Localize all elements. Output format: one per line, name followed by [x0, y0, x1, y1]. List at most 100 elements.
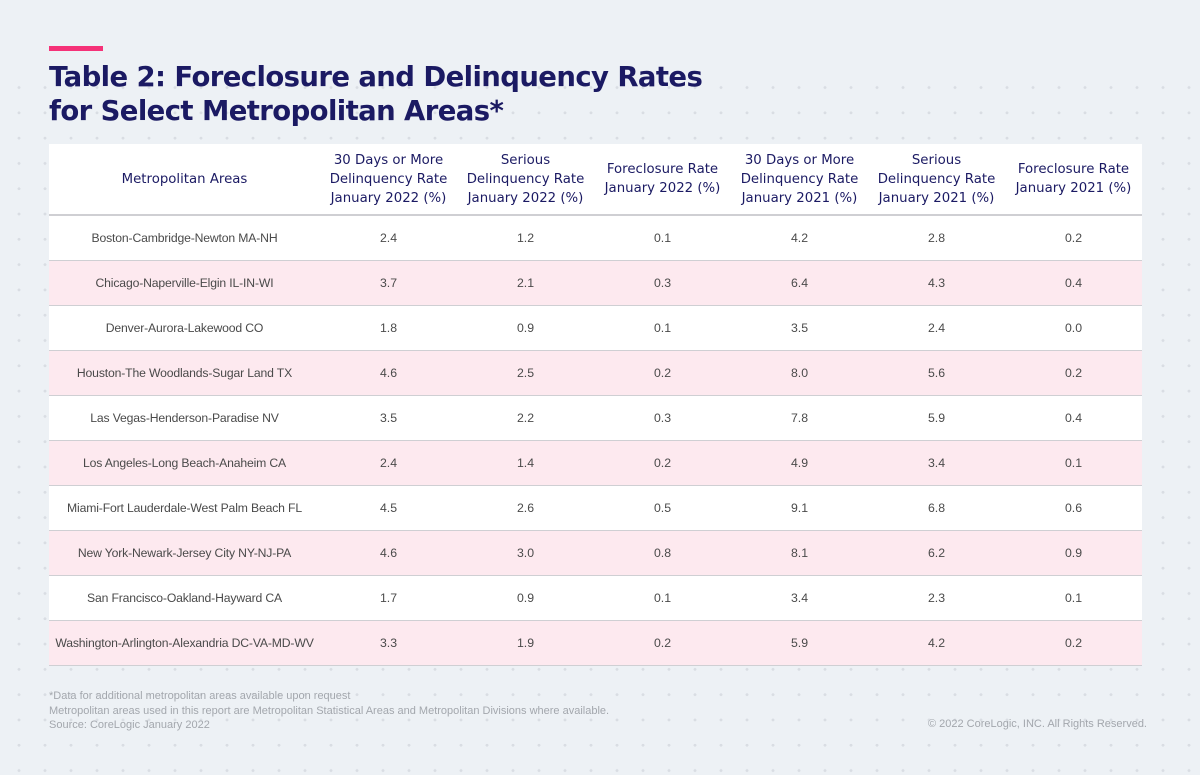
rate-value: 4.6 [320, 530, 457, 576]
rate-value: 5.6 [868, 350, 1005, 396]
rate-value: 2.3 [868, 575, 1005, 621]
rate-value: 2.4 [868, 305, 1005, 351]
rate-value: 3.5 [731, 305, 868, 351]
rate-value: 3.0 [457, 530, 594, 576]
table-row: San Francisco-Oakland-Hayward CA 1.7 0.9 0.… [49, 575, 1142, 621]
rate-value: 5.9 [731, 620, 868, 666]
rate-value: 8.1 [731, 530, 868, 576]
rate-value: 1.9 [457, 620, 594, 666]
rate-value: 0.2 [594, 620, 731, 666]
column-header-line: Delinquency Rate [329, 171, 448, 187]
accent-bar [49, 46, 103, 51]
rate-value: 0.2 [594, 350, 731, 396]
rate-value: 0.2 [1005, 620, 1142, 666]
rate-value: 5.9 [868, 395, 1005, 441]
footnote-additional-data: *Data for additional metropolitan areas … [49, 690, 351, 702]
table-header-row: Metropolitan Areas 30 Days or More Delinqu… [49, 144, 1142, 216]
column-header-line: January 2022 (%) [330, 190, 447, 206]
rate-value: 6.8 [868, 485, 1005, 531]
title-line-1: Table 2: Foreclosure and Delinquency Rat… [49, 61, 703, 93]
rate-value: 9.1 [731, 485, 868, 531]
rate-value: 3.5 [320, 395, 457, 441]
page-title: Table 2: Foreclosure and Delinquency Rat… [49, 60, 703, 128]
column-header-line: Foreclosure Rate [606, 162, 719, 177]
rate-value: 0.9 [1005, 530, 1142, 576]
rate-value: 3.3 [320, 620, 457, 666]
column-header: 30 Days or More Delinquency Rate January 2… [731, 144, 868, 216]
rate-value: 3.4 [731, 575, 868, 621]
rate-value: 0.1 [594, 215, 731, 261]
copyright-notice: © 2022 CoreLogic, INC. All Rights Reserv… [927, 718, 1147, 730]
table-row: Miami-Fort Lauderdale-West Palm Beach FL… [49, 485, 1142, 531]
rate-value: 6.2 [868, 530, 1005, 576]
table-row: Las Vegas-Henderson-Paradise NV 3.5 2.2 0.3… [49, 395, 1142, 441]
column-header-line: Delinquency Rate [466, 171, 585, 187]
rates-table: Metropolitan Areas 30 Days or More Delinqu… [49, 144, 1142, 666]
rate-value: 4.5 [320, 485, 457, 531]
metro-area-name: Washington-Arlington-Alexandria DC-VA-MD… [49, 620, 320, 666]
rate-value: 4.6 [320, 350, 457, 396]
rate-value: 0.1 [1005, 575, 1142, 621]
rate-value: 2.4 [320, 440, 457, 486]
metro-area-name: Miami-Fort Lauderdale-West Palm Beach FL [49, 485, 320, 531]
table-row: Denver-Aurora-Lakewood CO 1.8 0.9 0.1 3.5 2.4… [49, 305, 1142, 351]
rate-value: 8.0 [731, 350, 868, 396]
rate-value: 0.2 [594, 440, 731, 486]
metro-area-name: Las Vegas-Henderson-Paradise NV [49, 395, 320, 441]
table-row: Boston-Cambridge-Newton MA-NH 2.4 1.2 0.1 4.… [49, 215, 1142, 261]
footnotes: *Data for additional metropolitan areas … [49, 689, 609, 733]
rate-value: 2.6 [457, 485, 594, 531]
rate-value: 2.8 [868, 215, 1005, 261]
column-header-line: January 2021 (%) [878, 190, 995, 206]
footnote-metro-definition: Metropolitan areas used in this report a… [49, 704, 610, 717]
rate-value: 0.4 [1005, 395, 1142, 441]
table-body: Boston-Cambridge-Newton MA-NH 2.4 1.2 0.1 4.… [49, 215, 1142, 666]
rate-value: 0.8 [594, 530, 731, 576]
column-header: Foreclosure Rate January 2021 (%) [1005, 144, 1142, 216]
metro-area-name: New York-Newark-Jersey City NY-NJ-PA [49, 530, 320, 576]
rate-value: 1.4 [457, 440, 594, 486]
column-header-line: 30 Days or More [333, 152, 444, 168]
column-header: Foreclosure Rate January 2022 (%) [594, 144, 731, 216]
rate-value: 0.1 [1005, 440, 1142, 486]
column-header-line: Delinquency Rate [877, 171, 996, 187]
column-header-line: 30 Days or More [744, 152, 855, 168]
rate-value: 0.4 [1005, 260, 1142, 306]
header-background [0, 0, 1200, 73]
rate-value: 3.7 [320, 260, 457, 306]
title-line-2: for Select Metropolitan Areas* [49, 95, 504, 127]
rate-value: 3.4 [868, 440, 1005, 486]
rate-value: 0.9 [457, 305, 594, 351]
metro-area-name: Boston-Cambridge-Newton MA-NH [49, 215, 320, 261]
column-header-line: Serious [911, 152, 962, 168]
rates-table-container: Metropolitan Areas 30 Days or More Delinqu… [49, 144, 1142, 666]
rate-value: 1.8 [320, 305, 457, 351]
rate-value: 1.7 [320, 575, 457, 621]
rate-value: 6.4 [731, 260, 868, 306]
table-row: Los Angeles-Long Beach-Anaheim CA 2.4 1.4 0… [49, 440, 1142, 486]
table-row: Houston-The Woodlands-Sugar Land TX 4.6 2.… [49, 350, 1142, 396]
rate-value: 4.9 [731, 440, 868, 486]
column-header-line: Serious [500, 152, 551, 168]
column-header-metropolitan-areas: Metropolitan Areas [49, 144, 320, 216]
rate-value: 4.2 [731, 215, 868, 261]
column-header-line: Foreclosure Rate [1017, 162, 1130, 177]
rate-value: 2.1 [457, 260, 594, 306]
table-row: Chicago-Naperville-Elgin IL-IN-WI 3.7 2.1 0… [49, 260, 1142, 306]
column-header-line: Delinquency Rate [740, 171, 859, 187]
rate-value: 0.9 [457, 575, 594, 621]
column-header: 30 Days or More Delinquency Rate January 2… [320, 144, 457, 216]
rate-value: 2.4 [320, 215, 457, 261]
table-row: Washington-Arlington-Alexandria DC-VA-MD… [49, 620, 1142, 666]
rate-value: 2.5 [457, 350, 594, 396]
rate-value: 0.5 [594, 485, 731, 531]
column-header-line: January 2022 (%) [604, 181, 721, 196]
rate-value: 0.2 [1005, 215, 1142, 261]
column-header: Serious Delinquency Rate January 2021 (%) [868, 144, 1005, 216]
column-header-line: January 2021 (%) [1015, 181, 1132, 196]
column-header-line: Metropolitan Areas [121, 171, 248, 187]
metro-area-name: San Francisco-Oakland-Hayward CA [49, 575, 320, 621]
metro-area-name: Denver-Aurora-Lakewood CO [49, 305, 320, 351]
metro-area-name: Houston-The Woodlands-Sugar Land TX [49, 350, 320, 396]
rate-value: 0.0 [1005, 305, 1142, 351]
